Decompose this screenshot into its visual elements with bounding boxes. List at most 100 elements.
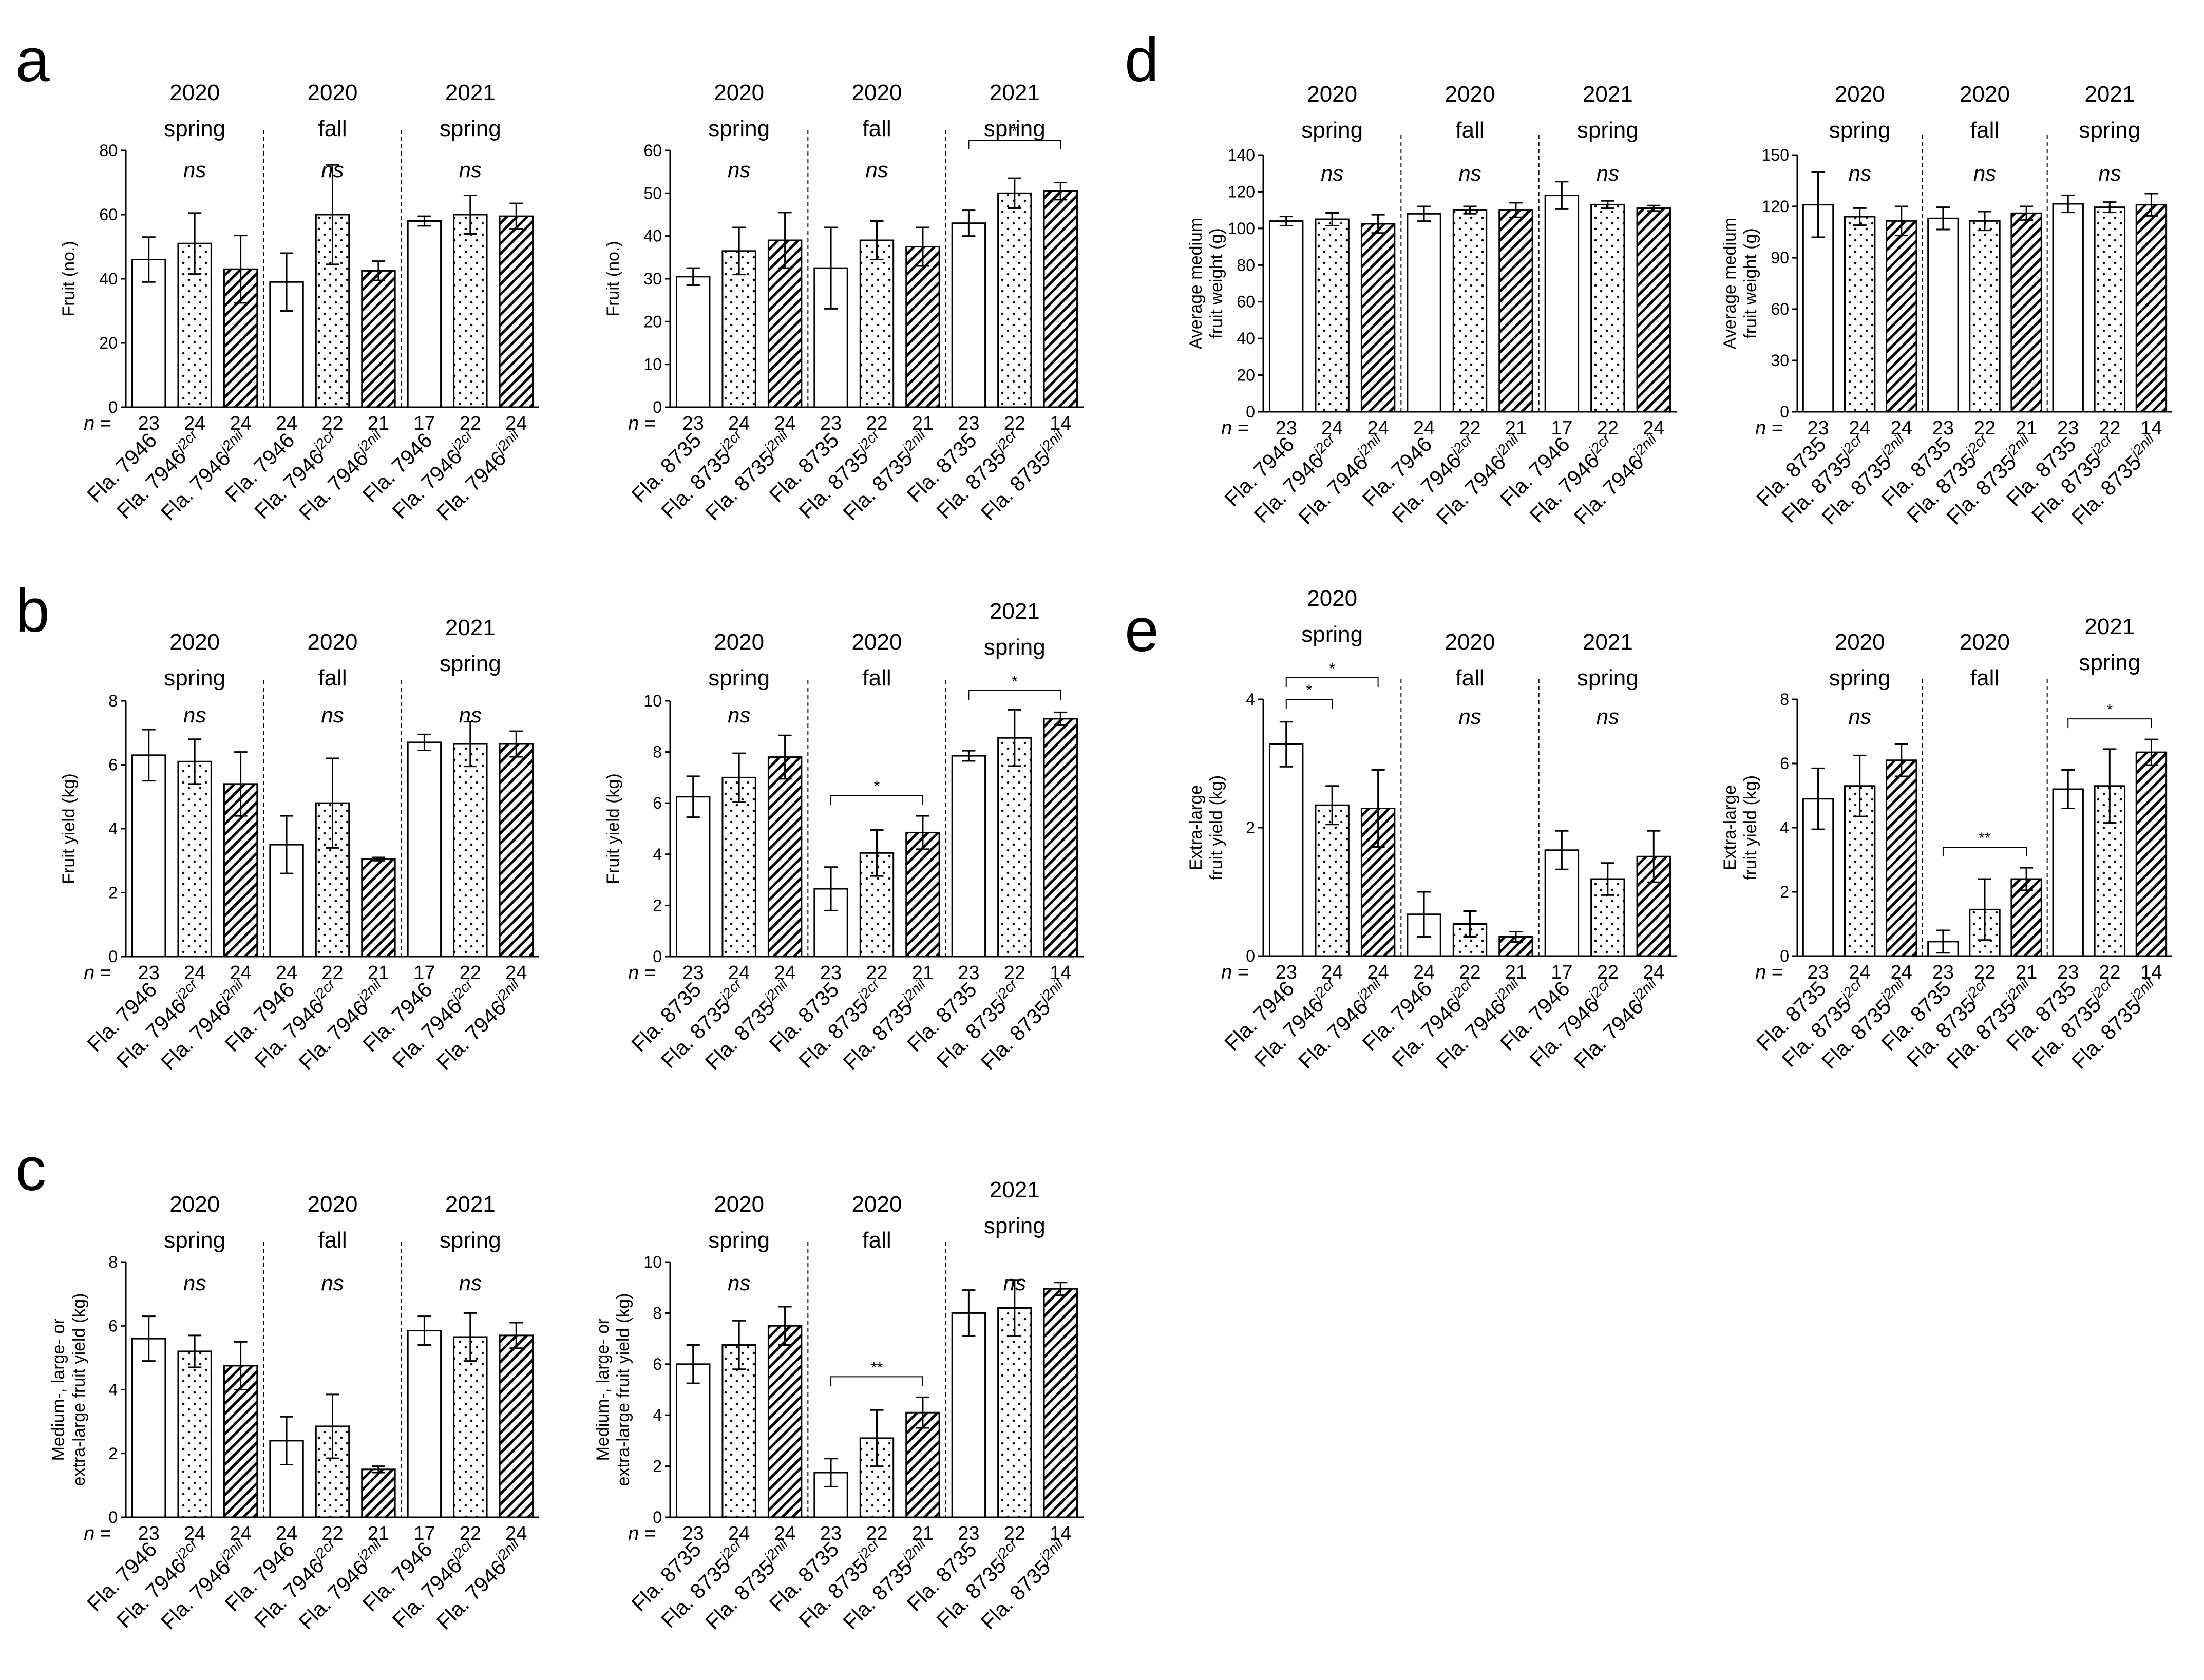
season-label: spring [2079,650,2140,675]
chart-d-right: 0 30 60 90 120 150 Average medium fruit weight … [1720,82,2172,529]
chart-d-left: 0 20 40 60 80 100 120 140 Average medium fruit we… [1186,82,1677,529]
panel-letter-c: c [15,1135,46,1204]
significance-ns: ns [459,703,482,727]
y-tick-label: 6 [1780,754,1789,773]
n-prefix: n = [1221,962,1249,983]
panel-letter-a: a [15,26,50,94]
n-value: 22 [1597,962,1619,983]
y-tick-label: 10 [643,355,662,374]
season-label: fall [318,1228,347,1253]
y-tick-label: 4 [653,1406,662,1424]
bar [361,858,396,958]
y-tick-label: 60 [1771,300,1789,318]
n-value: 23 [1807,962,1829,983]
y-tick-label: 4 [1780,818,1789,837]
n-symbol: n [84,1523,94,1544]
significance-ns: ns [1848,161,1871,185]
n-value: 14 [1050,962,1071,984]
n-value: 21 [1505,417,1527,439]
season-label: 2020 [1835,629,1885,655]
significance-ns: ns [459,158,482,182]
n-symbol: n [1221,962,1232,983]
n-value: 17 [1551,417,1572,439]
bar [177,760,212,958]
significance-bracket [1285,699,1333,709]
n-value: 14 [2140,417,2162,439]
y-tick-label: 60 [1237,293,1255,311]
n-value: 22 [1459,962,1480,983]
y-tick-label: 8 [108,1253,118,1271]
bar [1315,218,1350,413]
bar [499,215,534,408]
y-tick-label: 8 [1780,690,1789,709]
season-label: 2021 [990,80,1040,105]
bar [453,1336,488,1518]
bar [1452,209,1488,413]
season-label: spring [1829,665,1891,691]
n-value: 24 [184,413,205,434]
bar [951,1312,986,1518]
y-tick-label: 0 [1780,947,1789,965]
season-label: 2020 [308,629,358,655]
n-prefix: n = [628,1523,656,1544]
season-label: 2020 [169,629,220,655]
y-tick-label: 50 [643,184,662,202]
n-value: 17 [413,413,435,434]
significance-ns: ns [459,1271,482,1295]
n-prefix: n = [628,413,656,434]
significance-ns: ns [1848,704,1871,729]
bar [1544,195,1580,413]
n-value: 24 [1849,417,1871,439]
n-value: 24 [774,962,795,984]
bar [1498,209,1533,413]
n-equals: = [639,962,656,984]
n-equals: = [639,413,656,434]
bar [269,281,304,408]
y-tick-label: 2 [653,896,662,914]
y-tick-label: 80 [1237,256,1255,274]
bar [131,754,166,958]
n-value: 22 [866,1523,887,1544]
n-equals: = [1766,417,1783,439]
y-axis-title: Medium-, large- or [593,1319,613,1461]
n-value: 21 [1505,962,1527,983]
season-label: spring [708,1228,770,1253]
n-value: 24 [1643,417,1664,439]
significance-ns: ns [1597,161,1619,185]
season-label: 2020 [1307,586,1357,611]
n-value: 22 [1004,413,1025,434]
bar [407,1330,442,1518]
n-prefix: n = [628,962,656,984]
significance-ns: ns [1003,1271,1026,1295]
bar [951,222,986,408]
y-axis-title: Fruit (no.) [603,241,623,316]
season-label: spring [2079,118,2140,143]
bar [676,276,711,408]
bar [2052,788,2084,957]
y-tick-label: 0 [1246,947,1255,965]
y-axis-title: Fruit (no.) [59,241,79,316]
n-symbol: n [1755,962,1766,983]
season-label: 2021 [1583,82,1633,107]
bar [951,755,986,958]
y-tick-label: 40 [1237,329,1255,348]
n-value: 24 [1321,962,1343,983]
n-value: 21 [912,1523,934,1544]
significance-stars: * [1012,673,1018,690]
n-value: 21 [368,1523,389,1544]
y-tick-label: 0 [653,947,662,966]
panel-letter-e: e [1125,596,1159,664]
n-value: 23 [1276,417,1297,439]
y-axis-title: fruit weight (g) [1207,228,1226,338]
y-tick-label: 120 [1228,182,1255,201]
season-label: spring [1829,118,1891,143]
n-value: 21 [368,962,389,984]
season-label: fall [1970,118,1999,143]
y-tick-label: 8 [653,743,662,761]
y-tick-label: 0 [1246,403,1255,421]
n-value: 23 [958,1523,979,1544]
y-tick-label: 20 [99,334,118,352]
